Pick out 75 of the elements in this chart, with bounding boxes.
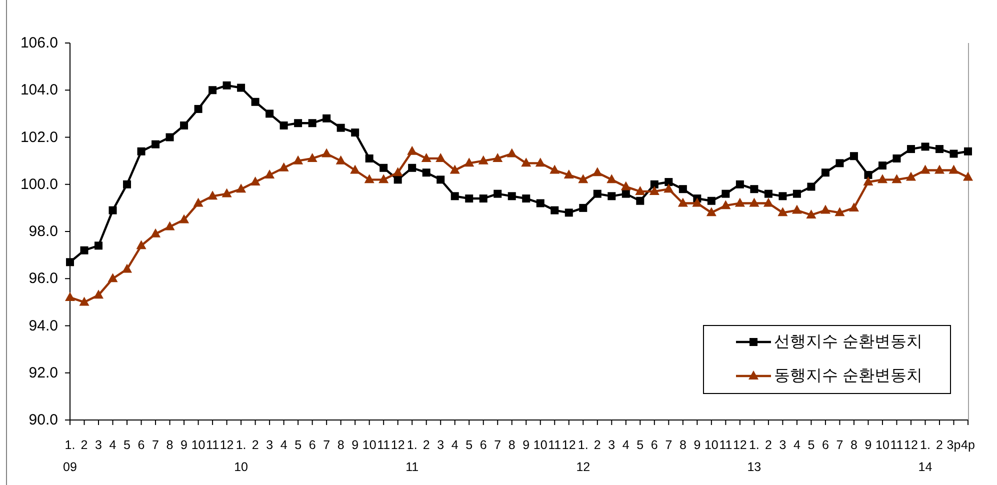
x-tick-label: 8 xyxy=(850,438,858,452)
x-tick-label: 1. 13 xyxy=(747,438,762,474)
x-tick-label: 9 xyxy=(694,438,701,452)
x-tick-label: 11 xyxy=(719,438,732,452)
x-tick-label: 3 xyxy=(437,438,444,452)
x-tick-label: 2 xyxy=(764,438,772,452)
y-tick-label: 98.0 xyxy=(28,223,58,240)
x-tick-label: 7 xyxy=(665,438,672,452)
x-tick-label: 11 xyxy=(548,438,562,452)
x-tick-label: 4p xyxy=(961,438,975,452)
y-tick-label: 94.0 xyxy=(28,317,58,334)
x-tick-label: 8 xyxy=(508,438,516,452)
x-tick-label: 3 xyxy=(779,438,786,452)
x-tick-label: 2 xyxy=(936,438,944,452)
x-tick-label: 12 xyxy=(904,438,918,452)
x-tick-label: 6 xyxy=(480,438,487,452)
x-tick-label: 8 xyxy=(679,438,686,452)
x-tick-label: 7 xyxy=(152,438,160,452)
y-tick-label: 90.0 xyxy=(28,412,58,428)
x-tick-label: 3 xyxy=(608,438,616,452)
x-tick-label: 11 xyxy=(377,438,390,452)
x-tick-label: 5 xyxy=(466,438,473,452)
x-tick-label: 11 xyxy=(890,438,904,452)
x-tick-label: 12 xyxy=(220,438,234,452)
x-tick-label: 3 xyxy=(95,438,102,452)
x-tick-label: 10 xyxy=(191,438,206,452)
x-tick-label: 9 xyxy=(864,438,872,452)
x-tick-label: 8 xyxy=(166,438,174,452)
x-tick-label: 5 xyxy=(808,438,815,452)
legend-label: 동행지수 순환변동치 xyxy=(774,368,922,384)
x-tick-label: 1. 14 xyxy=(918,438,932,474)
y-tick-label: 96.0 xyxy=(28,270,58,288)
x-tick-label: 4 xyxy=(622,438,630,452)
y-tick-label: 100.0 xyxy=(20,176,58,193)
x-tick-label: 7 xyxy=(323,438,330,452)
x-tick-label: 10 xyxy=(533,438,548,452)
x-tick-label: 2 xyxy=(252,438,259,452)
x-tick-label: 6 xyxy=(650,438,658,452)
x-tick-label: 11 xyxy=(206,438,220,452)
x-tick-label: 8 xyxy=(337,438,344,452)
x-tick-label: 9 xyxy=(522,438,530,452)
x-tick-label: 4 xyxy=(793,438,800,452)
y-tick-label: 102.0 xyxy=(20,128,58,146)
x-tick-label: 2 xyxy=(80,438,88,452)
x-tick-label: 10 xyxy=(704,438,718,452)
x-tick-label: 2 xyxy=(422,438,430,452)
x-tick-label: 6 xyxy=(138,438,145,452)
x-tick-label: 3 xyxy=(266,438,274,452)
x-tick-label: 6 xyxy=(308,438,316,452)
x-tick-label: 4 xyxy=(451,438,458,452)
x-tick-label: 12 xyxy=(390,438,405,452)
x-tick-label: 5 xyxy=(636,438,644,452)
x-tick-label: 4 xyxy=(280,438,288,452)
x-tick-label: 10 xyxy=(876,438,890,452)
x-tick-label: 6 xyxy=(822,438,829,452)
x-tick-label: 3p xyxy=(946,438,961,452)
y-tick-label: 106.0 xyxy=(20,34,58,52)
x-tick-label: 5 xyxy=(294,438,302,452)
x-tick-label: 10 xyxy=(362,438,376,452)
x-tick-label: 9 xyxy=(180,438,188,452)
x-tick-label: 12 xyxy=(732,438,747,452)
x-tick-label: 2 xyxy=(594,438,601,452)
legend-label: 선행지수 순환변동치 xyxy=(774,334,922,350)
x-tick-label: 1. 10 xyxy=(234,438,248,474)
y-tick-label: 104.0 xyxy=(20,82,58,99)
x-tick-label: 1. 11 xyxy=(406,438,419,474)
y-tick-label: 92.0 xyxy=(28,364,58,382)
x-tick-label: 4 xyxy=(109,438,116,452)
x-tick-label: 7 xyxy=(836,438,844,452)
x-tick-label: 12 xyxy=(562,438,576,452)
x-tick-label: 5 xyxy=(124,438,131,452)
x-tick-label: 9 xyxy=(352,438,359,452)
x-tick-label: 1. 09 xyxy=(63,438,77,474)
x-tick-label: 7 xyxy=(494,438,502,452)
x-tick-label: 1. 12 xyxy=(576,438,590,474)
